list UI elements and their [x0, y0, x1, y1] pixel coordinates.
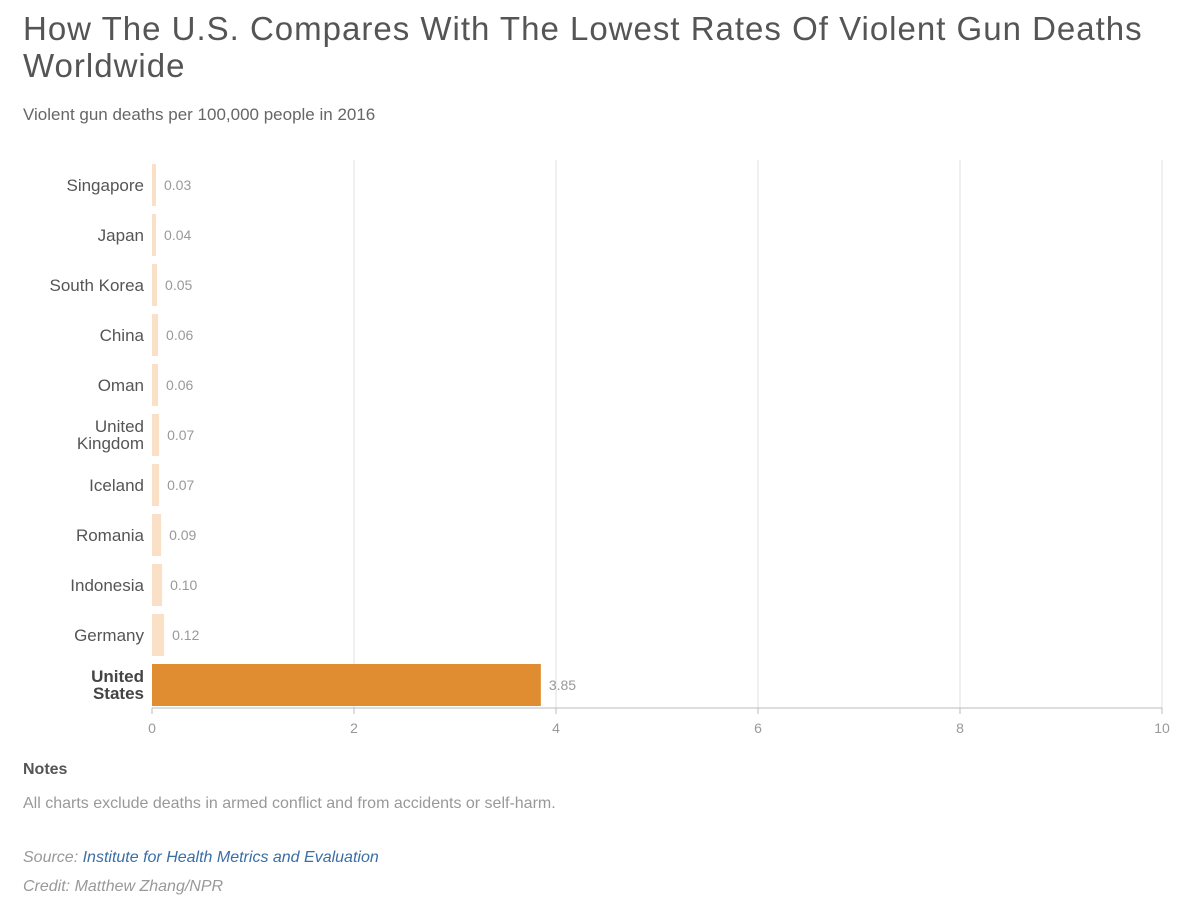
category-label: Japan: [98, 226, 144, 245]
x-tick-label: 6: [754, 720, 762, 736]
category-label: United Kingdom: [77, 417, 144, 453]
source-line: Source: Institute for Health Metrics and…: [23, 849, 379, 867]
source-link[interactable]: Institute for Health Metrics and Evaluat…: [82, 849, 379, 866]
x-tick-label: 10: [1154, 720, 1170, 736]
category-label: Singapore: [66, 176, 144, 195]
category-label: Romania: [76, 526, 145, 545]
x-tick-label: 8: [956, 720, 964, 736]
x-tick-label: 4: [552, 720, 560, 736]
category-label: China: [100, 326, 145, 345]
data-label: 0.05: [165, 277, 192, 293]
category-label: Germany: [74, 626, 144, 645]
data-label: 0.07: [167, 477, 194, 493]
notes-text: All charts exclude deaths in armed confl…: [23, 795, 556, 812]
category-label: Iceland: [89, 476, 144, 495]
bar: [152, 414, 160, 456]
x-tick-label: 2: [350, 720, 358, 736]
data-label: 3.85: [549, 677, 576, 693]
data-label: 0.06: [166, 327, 193, 343]
chart-title: How The U.S. Compares With The Lowest Ra…: [23, 10, 1143, 84]
credit-line: Credit: Matthew Zhang/NPR: [23, 878, 224, 895]
bar: [152, 314, 159, 356]
source-label: Source:: [23, 849, 83, 866]
data-label: 0.07: [167, 427, 194, 443]
category-label: South Korea: [49, 276, 144, 295]
data-label: 0.06: [166, 377, 193, 393]
grid-lines: [353, 160, 1163, 708]
bar: [152, 564, 163, 606]
notes-heading: Notes: [23, 761, 68, 778]
chart-subtitle: Violent gun deaths per 100,000 people in…: [23, 105, 376, 124]
x-tick-label: 0: [148, 720, 156, 736]
data-label: 0.03: [164, 177, 191, 193]
category-label: Oman: [98, 376, 144, 395]
bar: [152, 614, 165, 656]
data-label: 0.12: [172, 627, 199, 643]
category-label: United States: [91, 667, 144, 703]
bars: 0.03 Singapore 0.04 Japan 0.05 South Korea 0.0…: [49, 164, 576, 706]
category-label: Indonesia: [70, 576, 144, 595]
bar: [152, 664, 541, 706]
data-label: 0.10: [170, 577, 197, 593]
bar: [152, 464, 160, 506]
x-axis: 0 2 4 6 8 10: [148, 707, 1170, 736]
bar: [152, 164, 156, 206]
bar: [152, 364, 159, 406]
bar: [152, 264, 158, 306]
data-label: 0.09: [169, 527, 196, 543]
bar: [152, 214, 157, 256]
bar: [152, 514, 162, 556]
data-label: 0.04: [164, 227, 191, 243]
